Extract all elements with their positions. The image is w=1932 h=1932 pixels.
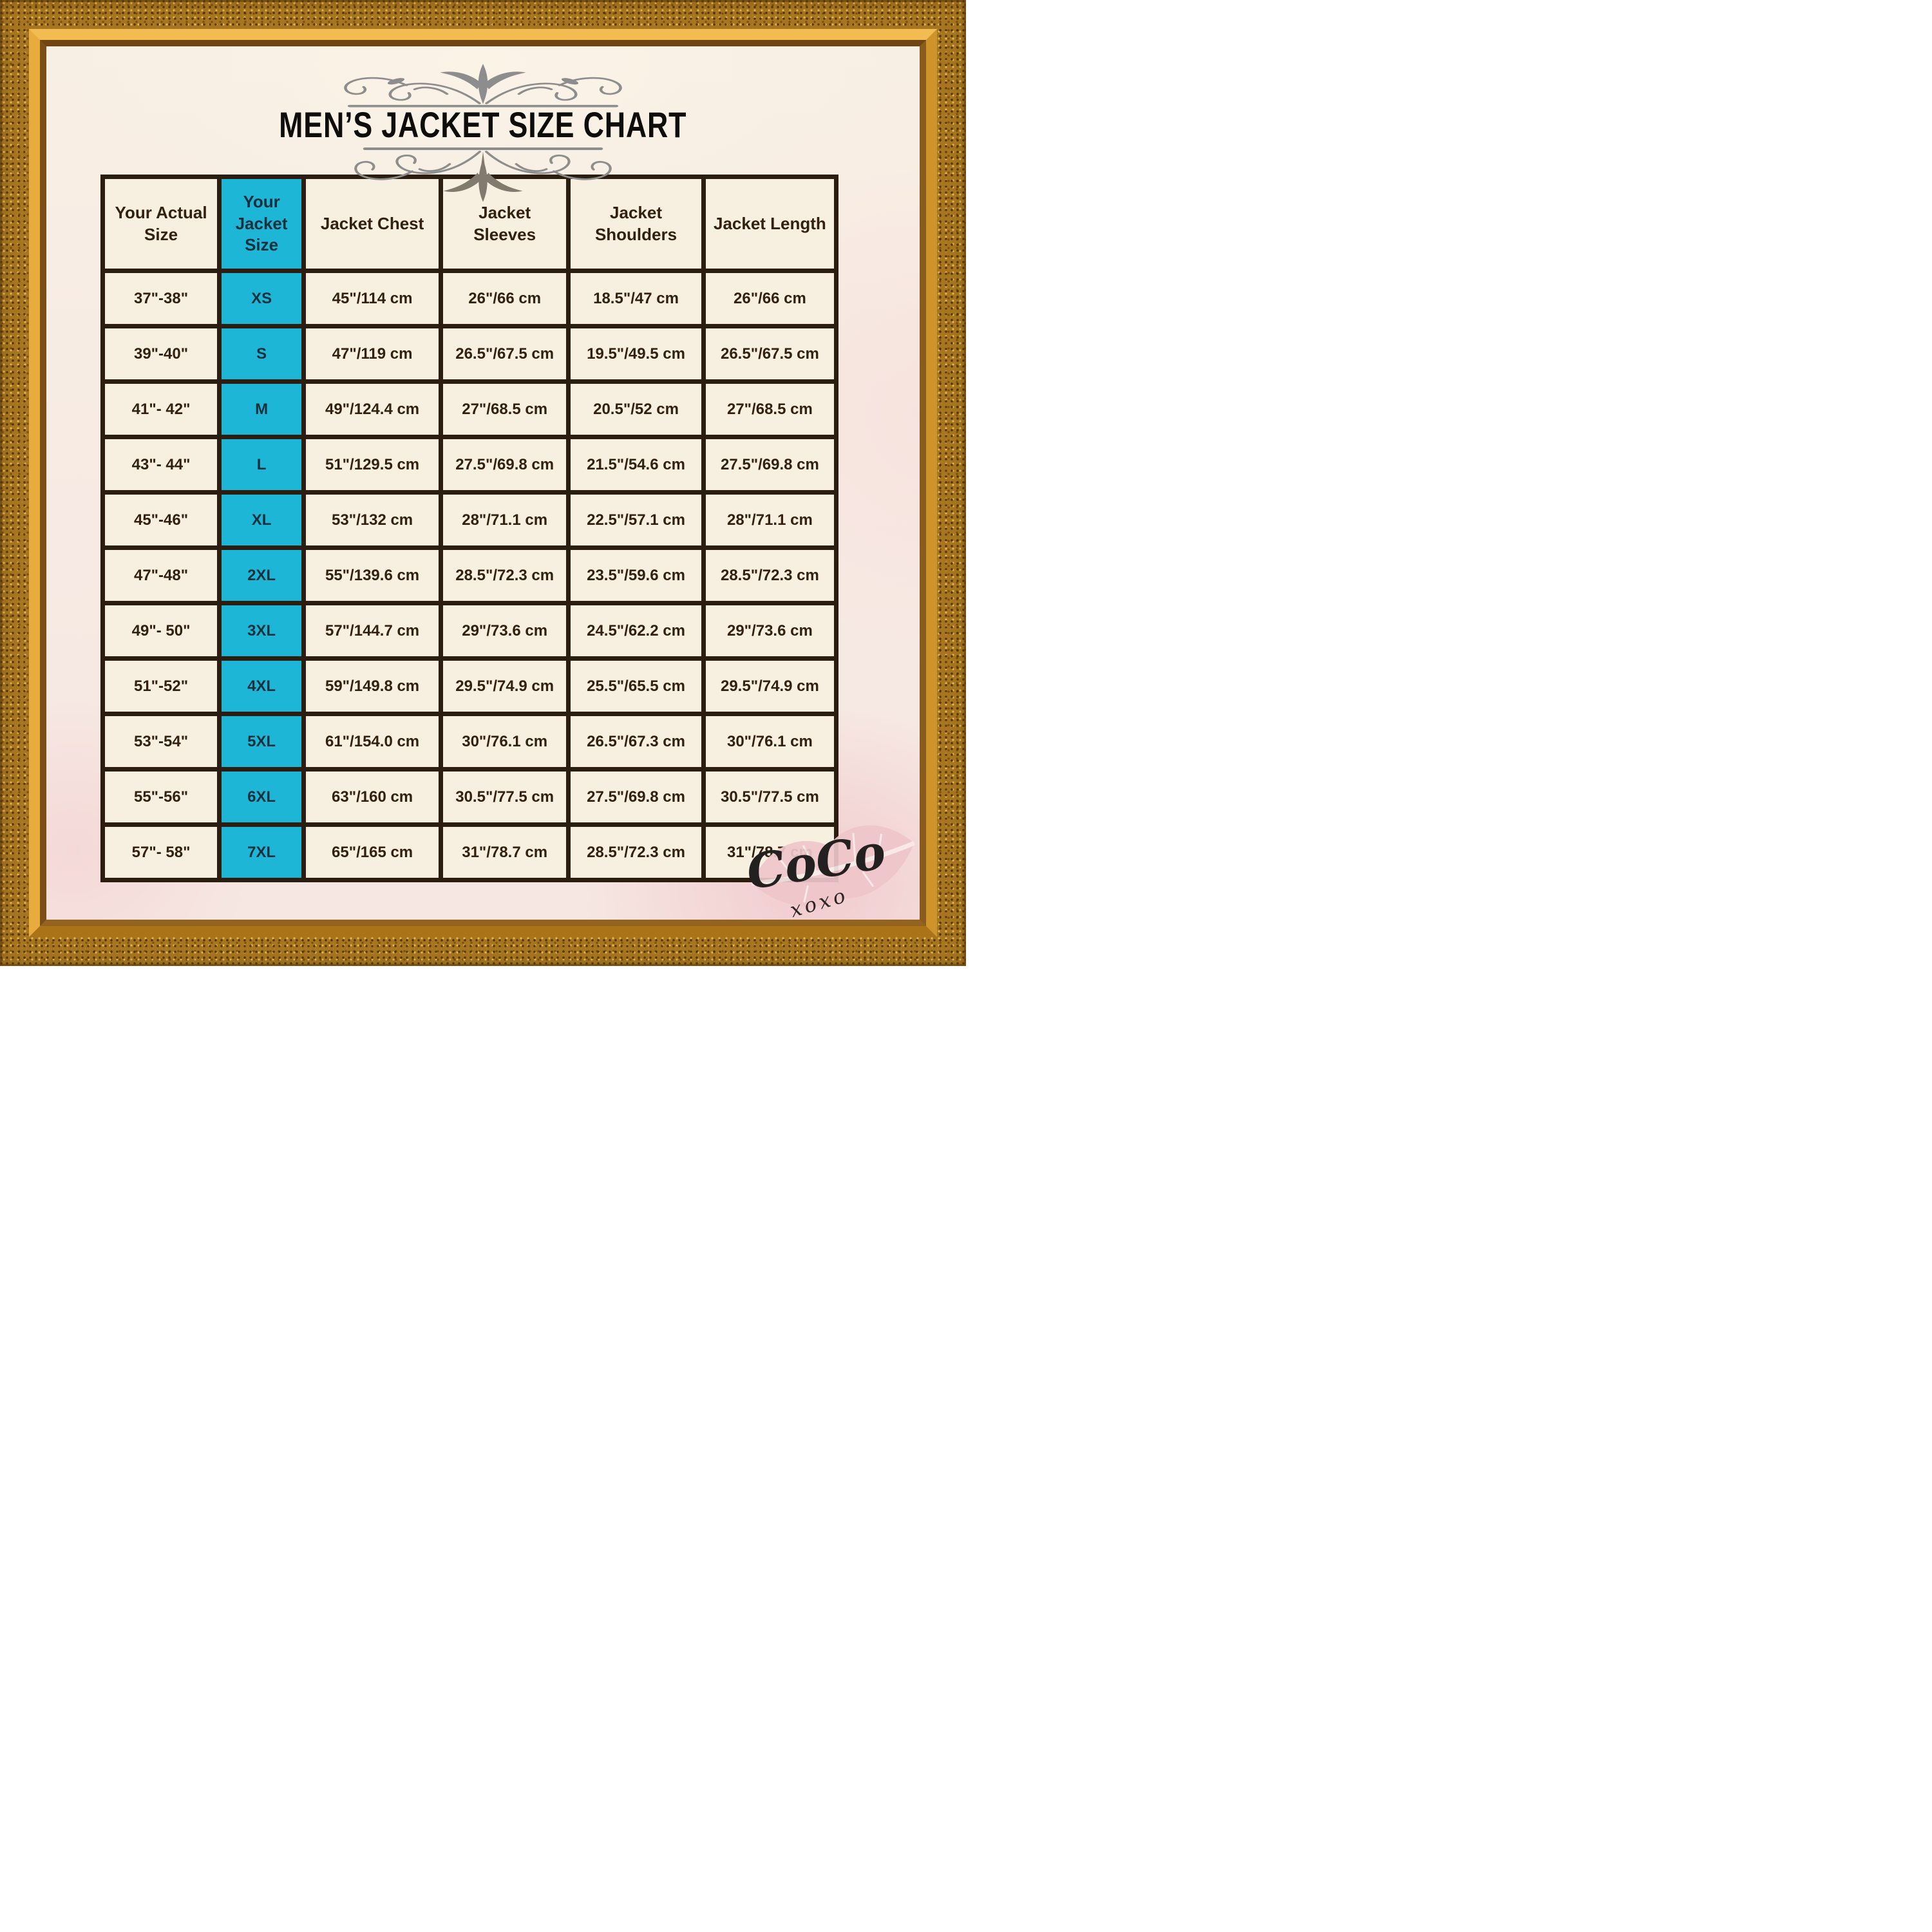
- table-row: 53"-54" 5XL 61"/154.0 cm 30"/76.1 cm 26.5"/6…: [100, 712, 839, 772]
- jacket-shoulders-cell: 18.5"/47 cm: [566, 269, 706, 328]
- header-jacket-length: Jacket Length: [701, 175, 839, 273]
- table-row: 39"-40" S 47"/119 cm 26.5"/67.5 cm 19.5"/49.…: [100, 324, 839, 384]
- table-row: 37"-38" XS 45"/114 cm 26"/66 cm 18.5"/47 cm 2…: [100, 269, 839, 328]
- jacket-length-cell: 27.5"/69.8 cm: [701, 435, 839, 495]
- jacket-size-cell: 4XL: [217, 656, 307, 716]
- table-row: 45"-46" XL 53"/132 cm 28"/71.1 cm 22.5"/57.1…: [100, 490, 839, 550]
- flourish-top-icon: [344, 64, 622, 108]
- header-jacket-sleeves: Jacket Sleeves: [439, 175, 571, 273]
- jacket-shoulders-cell: 22.5"/57.1 cm: [566, 490, 706, 550]
- jacket-chest-cell: 53"/132 cm: [301, 490, 444, 550]
- jacket-size-cell: 5XL: [217, 712, 307, 772]
- jacket-size-cell: L: [217, 435, 307, 495]
- table-row: 41"- 42" M 49"/124.4 cm 27"/68.5 cm 20.5"/52…: [100, 379, 839, 439]
- jacket-sleeves-cell: 26.5"/67.5 cm: [439, 324, 571, 384]
- table-row: 51"-52" 4XL 59"/149.8 cm 29.5"/74.9 cm 25.5"…: [100, 656, 839, 716]
- jacket-chest-cell: 57"/144.7 cm: [301, 601, 444, 661]
- table-row: 55"-56" 6XL 63"/160 cm 30.5"/77.5 cm 27.5"/6…: [100, 767, 839, 827]
- jacket-length-cell: 28"/71.1 cm: [701, 490, 839, 550]
- jacket-shoulders-cell: 26.5"/67.3 cm: [566, 712, 706, 772]
- chart-paper-background: MEN’S JACKET SIZE CHART: [46, 46, 920, 920]
- jacket-length-cell: 30"/76.1 cm: [701, 712, 839, 772]
- brand-signature: CoCo xoxo: [738, 804, 920, 920]
- jacket-size-cell: XS: [217, 269, 307, 328]
- jacket-sleeves-cell: 30"/76.1 cm: [439, 712, 571, 772]
- actual-size-cell: 37"-38": [100, 269, 222, 328]
- jacket-chest-cell: 63"/160 cm: [301, 767, 444, 827]
- size-chart-table: Your Actual Size Your Jacket Size Jacket…: [100, 175, 839, 882]
- jacket-chest-cell: 59"/149.8 cm: [301, 656, 444, 716]
- picture-frame-textured-band: MEN’S JACKET SIZE CHART: [0, 0, 966, 966]
- jacket-size-cell: 3XL: [217, 601, 307, 661]
- jacket-shoulders-cell: 27.5"/69.8 cm: [566, 767, 706, 827]
- jacket-length-cell: 29.5"/74.9 cm: [701, 656, 839, 716]
- actual-size-cell: 47"-48": [100, 545, 222, 605]
- jacket-length-cell: 29"/73.6 cm: [701, 601, 839, 661]
- header-row: Your Actual Size Your Jacket Size Jacket…: [100, 175, 839, 273]
- jacket-size-cell: M: [217, 379, 307, 439]
- jacket-length-cell: 30.5"/77.5 cm: [701, 767, 839, 827]
- table-body: 37"-38" XS 45"/114 cm 26"/66 cm 18.5"/47 cm 2…: [100, 269, 839, 882]
- header-actual-size: Your Actual Size: [100, 175, 222, 273]
- jacket-sleeves-cell: 30.5"/77.5 cm: [439, 767, 571, 827]
- actual-size-cell: 55"-56": [100, 767, 222, 827]
- jacket-length-cell: 26.5"/67.5 cm: [701, 324, 839, 384]
- actual-size-cell: 57"- 58": [100, 822, 222, 882]
- page-title: MEN’S JACKET SIZE CHART: [46, 107, 920, 143]
- jacket-sleeves-cell: 26"/66 cm: [439, 269, 571, 328]
- jacket-length-cell: 28.5"/72.3 cm: [701, 545, 839, 605]
- jacket-sleeves-cell: 28"/71.1 cm: [439, 490, 571, 550]
- table-row: 57"- 58" 7XL 65"/165 cm 31"/78.7 cm 28.5"/72…: [100, 822, 839, 882]
- picture-frame-bevel-band: [0, 0, 966, 966]
- actual-size-cell: 39"-40": [100, 324, 222, 384]
- jacket-size-cell: XL: [217, 490, 307, 550]
- jacket-chest-cell: 65"/165 cm: [301, 822, 444, 882]
- jacket-shoulders-cell: 25.5"/65.5 cm: [566, 656, 706, 716]
- jacket-sleeves-cell: 27.5"/69.8 cm: [439, 435, 571, 495]
- jacket-size-cell: 6XL: [217, 767, 307, 827]
- actual-size-cell: 43"- 44": [100, 435, 222, 495]
- jacket-shoulders-cell: 21.5"/54.6 cm: [566, 435, 706, 495]
- actual-size-cell: 41"- 42": [100, 379, 222, 439]
- table-row: 49"- 50" 3XL 57"/144.7 cm 29"/73.6 cm 24.5"/…: [100, 601, 839, 661]
- jacket-chest-cell: 47"/119 cm: [301, 324, 444, 384]
- jacket-chest-cell: 45"/114 cm: [301, 269, 444, 328]
- framed-size-chart-poster: MEN’S JACKET SIZE CHART: [0, 0, 966, 966]
- picture-frame-bronze-band: MEN’S JACKET SIZE CHART: [40, 40, 926, 926]
- jacket-shoulders-cell: 23.5"/59.6 cm: [566, 545, 706, 605]
- actual-size-cell: 53"-54": [100, 712, 222, 772]
- picture-frame-gold-band: MEN’S JACKET SIZE CHART: [29, 29, 937, 937]
- actual-size-cell: 49"- 50": [100, 601, 222, 661]
- jacket-size-cell: 7XL: [217, 822, 307, 882]
- jacket-chest-cell: 51"/129.5 cm: [301, 435, 444, 495]
- actual-size-cell: 45"-46": [100, 490, 222, 550]
- actual-size-cell: 51"-52": [100, 656, 222, 716]
- jacket-sleeves-cell: 29.5"/74.9 cm: [439, 656, 571, 716]
- jacket-shoulders-cell: 20.5"/52 cm: [566, 379, 706, 439]
- flourish-bottom-icon: [354, 147, 612, 202]
- jacket-sleeves-cell: 31"/78.7 cm: [439, 822, 571, 882]
- header-jacket-size: Your Jacket Size: [217, 175, 307, 273]
- lips-kiss-icon: [751, 825, 915, 907]
- jacket-sleeves-cell: 29"/73.6 cm: [439, 601, 571, 661]
- jacket-length-cell: 27"/68.5 cm: [701, 379, 839, 439]
- jacket-chest-cell: 61"/154.0 cm: [301, 712, 444, 772]
- page-title-text: MEN’S JACKET SIZE CHART: [279, 104, 687, 145]
- jacket-chest-cell: 55"/139.6 cm: [301, 545, 444, 605]
- header-jacket-shoulders: Jacket Shoulders: [566, 175, 706, 273]
- jacket-size-cell: S: [217, 324, 307, 384]
- table-row: 43"- 44" L 51"/129.5 cm 27.5"/69.8 cm 21.5"/…: [100, 435, 839, 495]
- jacket-shoulders-cell: 28.5"/72.3 cm: [566, 822, 706, 882]
- jacket-chest-cell: 49"/124.4 cm: [301, 379, 444, 439]
- table-row: 47"-48" 2XL 55"/139.6 cm 28.5"/72.3 cm 23.5"…: [100, 545, 839, 605]
- jacket-shoulders-cell: 24.5"/62.2 cm: [566, 601, 706, 661]
- jacket-length-cell: 26"/66 cm: [701, 269, 839, 328]
- jacket-sleeves-cell: 28.5"/72.3 cm: [439, 545, 571, 605]
- jacket-shoulders-cell: 19.5"/49.5 cm: [566, 324, 706, 384]
- jacket-sleeves-cell: 27"/68.5 cm: [439, 379, 571, 439]
- jacket-size-cell: 2XL: [217, 545, 307, 605]
